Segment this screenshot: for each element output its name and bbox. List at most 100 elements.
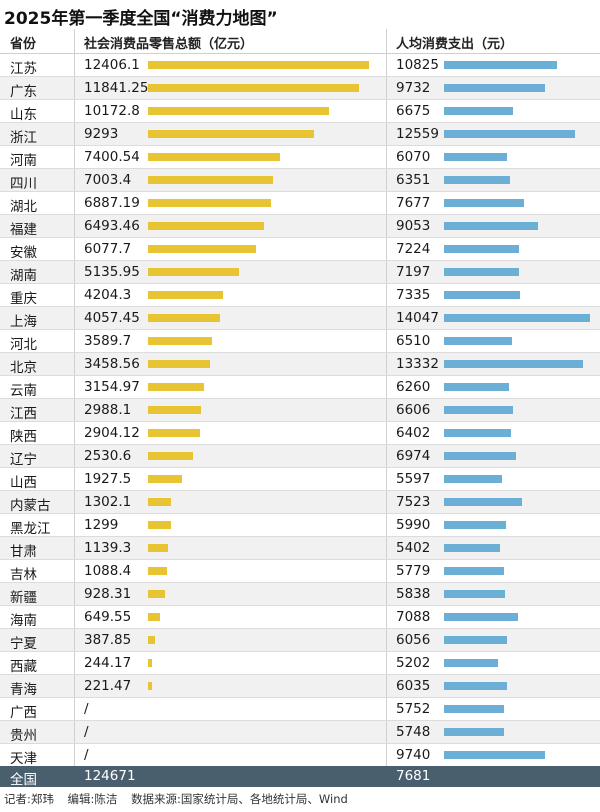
column-divider xyxy=(74,537,75,559)
column-divider xyxy=(74,445,75,467)
retail-value-label: / xyxy=(84,747,89,763)
column-divider xyxy=(74,330,75,352)
footer: 记者:郑玮 编辑:陈洁 数据来源:国家统计局、各地统计局、Wind xyxy=(4,791,358,807)
province-cell: 云南 xyxy=(10,383,37,399)
spend-value-label: 6606 xyxy=(396,402,431,418)
column-divider xyxy=(74,606,75,628)
column-divider xyxy=(74,215,75,237)
province-cell: 安徽 xyxy=(10,245,37,261)
column-divider xyxy=(74,652,75,674)
column-divider xyxy=(74,721,75,743)
spend-value-label: 9740 xyxy=(396,747,431,763)
table-row: 浙江 9293 12559 xyxy=(0,123,600,146)
province-cell: 浙江 xyxy=(10,130,37,146)
retail-value-label: 4204.3 xyxy=(84,287,132,303)
table-row: 西藏 244.17 5202 xyxy=(0,652,600,675)
spend-value-label: 7677 xyxy=(396,195,431,211)
footer-reporter: 记者:郑玮 xyxy=(4,792,54,806)
province-cell: 湖北 xyxy=(10,199,37,215)
province-cell: 西藏 xyxy=(10,659,37,675)
column-divider xyxy=(74,353,75,375)
retail-bar xyxy=(148,406,202,414)
retail-value-label: 3154.97 xyxy=(84,379,140,395)
spend-bar xyxy=(444,383,510,391)
column-divider xyxy=(74,284,75,306)
table-row: 宁夏 387.85 6056 xyxy=(0,629,600,652)
retail-bar xyxy=(148,107,330,115)
spend-bar xyxy=(444,153,508,161)
spend-value-label: 6675 xyxy=(396,103,431,119)
retail-value-label: 4057.45 xyxy=(84,310,140,326)
province-cell: 广西 xyxy=(10,705,37,721)
spend-value-label: 5402 xyxy=(396,540,431,556)
table-row: 山西 1927.5 5597 xyxy=(0,468,600,491)
table-row: 陕西 2904.12 6402 xyxy=(0,422,600,445)
spend-value-label: 7335 xyxy=(396,287,431,303)
province-cell: 湖南 xyxy=(10,268,37,284)
retail-bar xyxy=(148,176,273,184)
retail-value-label: 649.55 xyxy=(84,609,132,625)
province-cell: 江苏 xyxy=(10,61,37,77)
retail-bar xyxy=(148,452,194,460)
retail-bar xyxy=(148,61,369,69)
spend-value-label: 9053 xyxy=(396,218,431,234)
province-cell: 陕西 xyxy=(10,429,37,445)
retail-bar xyxy=(148,613,160,621)
table-row: 甘肃 1139.3 5402 xyxy=(0,537,600,560)
retail-bar xyxy=(148,659,153,667)
total-retail: 124671 xyxy=(84,768,136,784)
column-divider xyxy=(74,307,75,329)
spend-bar xyxy=(444,61,557,69)
retail-value-label: 3589.7 xyxy=(84,333,132,349)
spend-bar xyxy=(444,613,518,621)
table-row: 山东 10172.8 6675 xyxy=(0,100,600,123)
retail-value-label: 1139.3 xyxy=(84,540,132,556)
table-row: 四川 7003.4 6351 xyxy=(0,169,600,192)
retail-value-label: 244.17 xyxy=(84,655,132,671)
province-cell: 重庆 xyxy=(10,291,37,307)
retail-value-label: 7003.4 xyxy=(84,172,132,188)
spend-value-label: 6070 xyxy=(396,149,431,165)
retail-bar xyxy=(148,521,172,529)
header-divider xyxy=(74,29,75,53)
spend-value-label: 5748 xyxy=(396,724,431,740)
province-cell: 河南 xyxy=(10,153,37,169)
column-divider xyxy=(386,445,387,467)
column-divider xyxy=(74,675,75,697)
spend-bar xyxy=(444,452,517,460)
header-province: 省份 xyxy=(10,37,37,52)
table-row: 青海 221.47 6035 xyxy=(0,675,600,698)
retail-value-label: 1299 xyxy=(84,517,119,533)
spend-bar xyxy=(444,291,521,299)
spend-value-label: 6351 xyxy=(396,172,431,188)
spend-value-label: 5779 xyxy=(396,563,431,579)
retail-bar xyxy=(148,544,169,552)
retail-value-label: 2988.1 xyxy=(84,402,132,418)
column-divider xyxy=(386,146,387,168)
column-divider xyxy=(74,422,75,444)
table-row: 江苏 12406.1 10825 xyxy=(0,54,600,77)
column-divider xyxy=(74,77,75,99)
spend-value-label: 6402 xyxy=(396,425,431,441)
spend-bar xyxy=(444,521,507,529)
spend-bar xyxy=(444,567,505,575)
retail-bar xyxy=(148,590,165,598)
column-divider xyxy=(386,54,387,76)
column-divider xyxy=(74,560,75,582)
column-divider xyxy=(386,307,387,329)
footer-editor: 编辑:陈洁 xyxy=(67,792,118,806)
retail-bar xyxy=(148,268,240,276)
column-divider xyxy=(74,376,75,398)
table-header: 省份 社会消费品零售总额（亿元） 人均消费支出（元） xyxy=(0,29,600,54)
column-divider xyxy=(386,261,387,283)
chart-title: 2025年第一季度全国“消费力地图” xyxy=(4,9,278,29)
province-cell: 内蒙古 xyxy=(10,498,51,514)
province-cell: 山东 xyxy=(10,107,37,123)
spend-value-label: 7088 xyxy=(396,609,431,625)
province-cell: 北京 xyxy=(10,360,37,376)
total-label: 全国 xyxy=(10,772,37,788)
retail-bar xyxy=(148,360,210,368)
column-divider xyxy=(386,721,387,743)
column-divider xyxy=(74,169,75,191)
retail-value-label: 11841.25 xyxy=(84,80,149,96)
